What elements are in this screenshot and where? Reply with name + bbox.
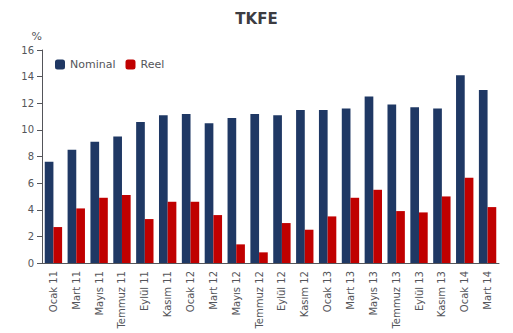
svg-text:Mayıs 11: Mayıs 11 bbox=[94, 271, 105, 316]
svg-text:Reel: Reel bbox=[140, 58, 164, 71]
svg-text:Kasım 13: Kasım 13 bbox=[436, 271, 447, 317]
svg-text:Eylül 11: Eylül 11 bbox=[139, 271, 150, 311]
svg-text:Mart 12: Mart 12 bbox=[208, 271, 219, 310]
svg-text:Kasım 12: Kasım 12 bbox=[299, 271, 310, 317]
svg-text:Nominal: Nominal bbox=[70, 58, 116, 71]
svg-text:Eylül 12: Eylül 12 bbox=[276, 271, 287, 311]
svg-text:Mayıs 12: Mayıs 12 bbox=[231, 271, 242, 316]
svg-text:10: 10 bbox=[21, 124, 34, 135]
svg-text:Temmuz 11: Temmuz 11 bbox=[116, 271, 127, 330]
svg-text:12: 12 bbox=[21, 98, 34, 109]
svg-text:Mart 13: Mart 13 bbox=[345, 271, 356, 310]
svg-text:Ocak 14: Ocak 14 bbox=[459, 271, 470, 312]
svg-text:%: % bbox=[32, 30, 42, 43]
svg-text:2: 2 bbox=[28, 231, 34, 242]
svg-text:Ocak 13: Ocak 13 bbox=[322, 271, 333, 312]
svg-text:Ocak 12: Ocak 12 bbox=[185, 271, 196, 312]
svg-text:Kasım 11: Kasım 11 bbox=[162, 271, 173, 317]
svg-text:Eylül 13: Eylül 13 bbox=[414, 271, 425, 311]
svg-text:6: 6 bbox=[28, 178, 34, 189]
svg-text:Temmuz 12: Temmuz 12 bbox=[254, 271, 265, 330]
svg-text:16: 16 bbox=[21, 45, 34, 56]
svg-text:TKFE: TKFE bbox=[235, 10, 277, 28]
svg-text:14: 14 bbox=[21, 71, 34, 82]
svg-text:0: 0 bbox=[28, 258, 34, 269]
svg-text:Mayıs 13: Mayıs 13 bbox=[368, 271, 379, 316]
svg-text:Mart 11: Mart 11 bbox=[71, 271, 82, 310]
svg-text:4: 4 bbox=[28, 204, 34, 215]
svg-text:Temmuz 13: Temmuz 13 bbox=[391, 271, 402, 330]
svg-text:Mart 14: Mart 14 bbox=[482, 271, 493, 310]
svg-text:Ocak 11: Ocak 11 bbox=[48, 271, 59, 312]
svg-text:8: 8 bbox=[28, 151, 34, 162]
